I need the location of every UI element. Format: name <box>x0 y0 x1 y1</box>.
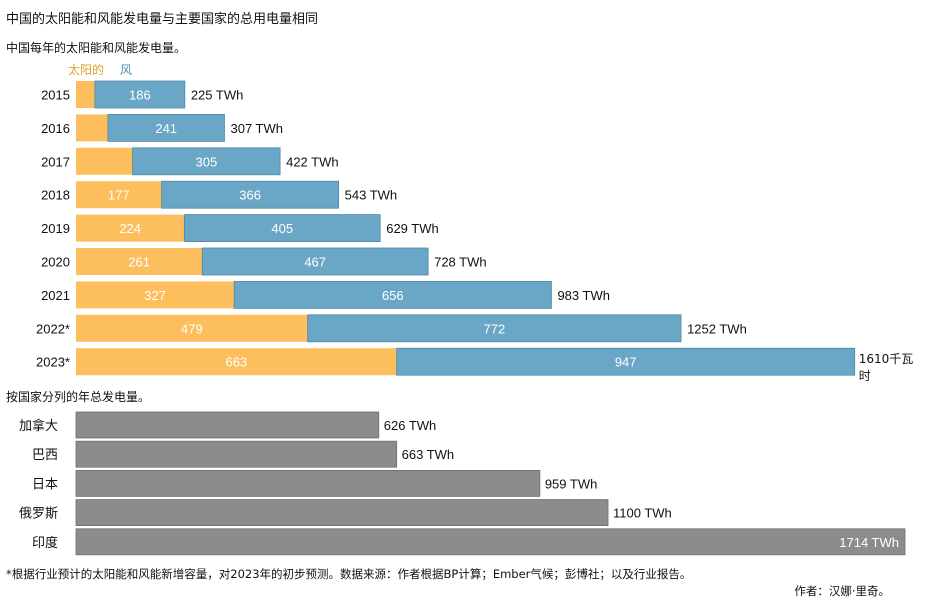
wind-value-label: 241 <box>155 121 177 136</box>
country-bar <box>75 440 398 468</box>
year-label: 2020 <box>41 255 70 270</box>
country-label: 加拿大 <box>19 418 58 434</box>
chart-title: 中国的太阳能和风能发电量与主要国家的总用电量相同 <box>6 12 319 27</box>
country-value-label: 1714 TWh <box>839 535 899 550</box>
solar-bar <box>76 281 235 309</box>
wind-bar <box>94 80 186 109</box>
wind-bar <box>307 314 682 343</box>
country-label: 印度 <box>32 535 58 551</box>
total-label: 1610千瓦时 <box>859 352 914 383</box>
total-label: 629 TWh <box>386 221 439 236</box>
total-label: 1252 TWh <box>687 321 747 336</box>
solar-bar <box>76 348 397 376</box>
year-label: 2016 <box>41 121 70 136</box>
year-label: 2022* <box>36 321 70 336</box>
total-label: 543 TWh <box>345 188 398 203</box>
solar-bar <box>76 81 95 108</box>
footnote: *根据行业预计的太阳能和风能新增容量，对2023年的初步预测。数据来源：作者根据… <box>6 567 692 581</box>
wind-value-label: 467 <box>304 255 326 270</box>
solar-bar <box>76 147 133 175</box>
total-label: 728 TWh <box>434 255 487 270</box>
country-value-label: 959 TWh <box>545 476 598 491</box>
wind-bar <box>107 114 225 142</box>
year-label: 2017 <box>41 154 70 169</box>
country-label: 巴西 <box>32 448 58 463</box>
wind-bar <box>396 347 856 376</box>
solar-bar <box>76 248 203 275</box>
solar-value-label: 327 <box>144 288 166 303</box>
wind-value-label: 405 <box>271 221 293 236</box>
solar-bar <box>76 314 308 342</box>
wind-bar <box>201 247 429 276</box>
legend-wind: 风 <box>120 63 133 77</box>
wind-value-label: 656 <box>382 288 404 303</box>
wind-value-label: 305 <box>195 154 217 169</box>
wind-value-label: 186 <box>129 88 151 103</box>
wind-value-label: 366 <box>239 188 261 203</box>
country-label: 俄罗斯 <box>19 507 58 522</box>
wind-bar <box>183 214 381 243</box>
solar-value-label: 663 <box>225 355 247 370</box>
total-label: 983 TWh <box>557 288 610 303</box>
solar-value-label: 261 <box>128 255 150 270</box>
country-label: 日本 <box>32 477 58 492</box>
solar-bar <box>76 181 162 209</box>
solar-bar <box>76 114 108 142</box>
author-credit: 作者：汉娜·里奇。 <box>794 584 890 598</box>
wind-bar <box>161 180 340 209</box>
china-section-subtitle: 中国每年的太阳能和风能发电量。 <box>6 41 187 55</box>
total-label: 422 TWh <box>286 154 339 169</box>
solar-value-label: 177 <box>108 188 130 203</box>
country-bar <box>75 469 541 497</box>
country-bar <box>75 499 609 527</box>
country-bar <box>75 528 906 556</box>
solar-bar <box>76 214 185 242</box>
country-value-label: 1100 TWh <box>613 506 672 521</box>
year-label: 2015 <box>41 88 70 103</box>
total-label: 307 TWh <box>230 121 283 136</box>
total-label: 225 TWh <box>191 88 244 103</box>
year-label: 2018 <box>41 188 70 203</box>
wind-value-label: 772 <box>484 321 506 336</box>
solar-value-label: 479 <box>181 321 203 336</box>
country-value-label: 626 TWh <box>384 418 437 433</box>
year-label: 2021 <box>41 288 70 303</box>
wind-bar <box>132 147 281 176</box>
year-label: 2023* <box>36 355 70 370</box>
wind-bar <box>233 280 552 309</box>
country-bar <box>75 411 380 439</box>
countries-section-title: 按国家分列的年总发电量。 <box>6 390 151 404</box>
legend-solar: 太阳的 <box>68 63 105 77</box>
year-label: 2019 <box>41 221 70 236</box>
country-value-label: 663 TWh <box>402 447 455 462</box>
solar-value-label: 224 <box>119 221 141 236</box>
wind-value-label: 947 <box>615 355 637 370</box>
